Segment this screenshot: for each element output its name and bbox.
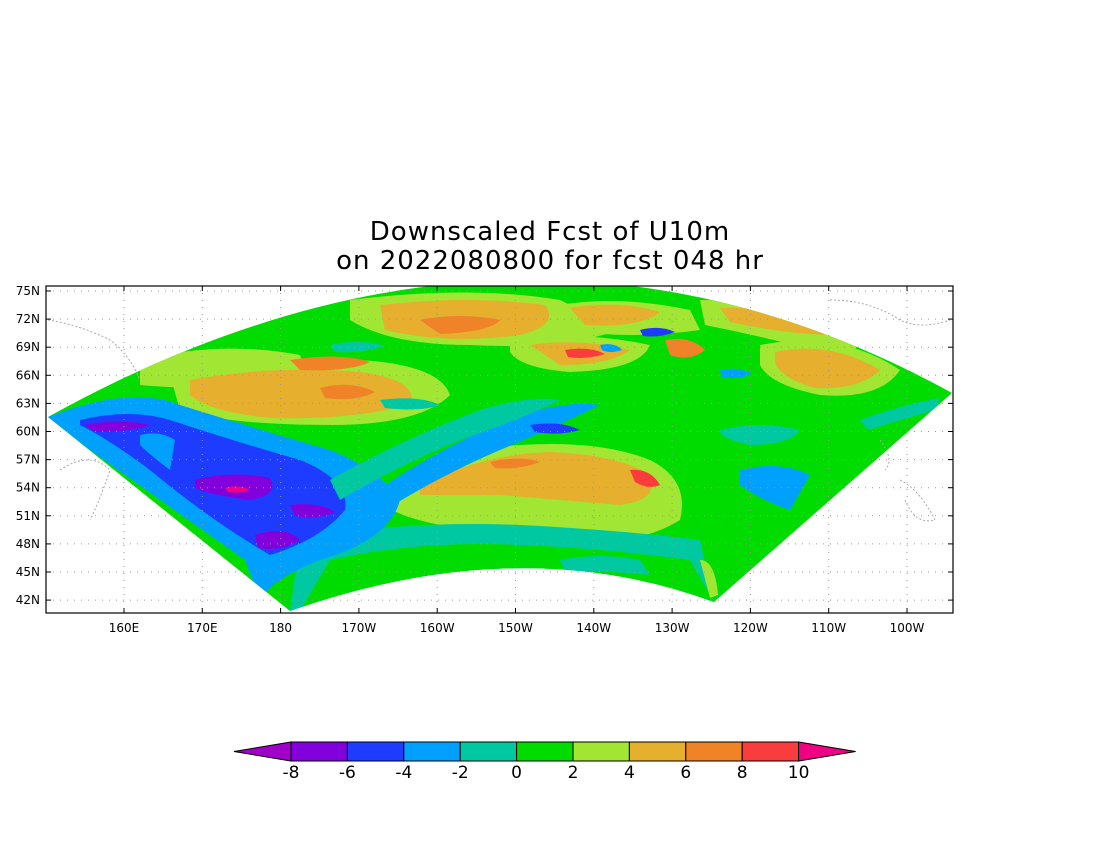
lat-label: 75N <box>16 284 40 298</box>
colorbar-label: -2 <box>452 763 469 783</box>
colorbar-label: -4 <box>395 763 412 783</box>
colorbar-swatch <box>346 741 405 762</box>
colorbar-label: 6 <box>680 763 691 783</box>
lon-label: 130W <box>655 621 690 635</box>
lon-label: 140W <box>576 621 611 635</box>
lon-label: 180 <box>269 621 292 635</box>
title-line-1: Downscaled Fcst of U10m <box>369 217 731 247</box>
colorbar-swatch <box>290 741 348 762</box>
lon-label: 120W <box>733 621 768 635</box>
colorbar: -8 -6 -4 -2 0 2 4 6 8 10 <box>233 741 856 783</box>
lat-label: 57N <box>16 453 40 467</box>
colorbar-swatch <box>741 741 800 762</box>
colorbar-swatch <box>685 741 743 762</box>
colorbar-label: -8 <box>283 763 300 783</box>
lat-label: 42N <box>16 593 40 607</box>
colorbar-extend-max <box>798 741 856 762</box>
lat-label: 60N <box>16 425 40 439</box>
lon-label: 110W <box>811 621 846 635</box>
chart-title: Downscaled Fcst of U10m on 2022080800 fo… <box>0 218 1100 276</box>
latitude-labels: 75N 72N 69N 66N 63N 60N 57N 54N 51N 48N 45N 42N <box>16 284 40 607</box>
colorbar-swatch <box>403 741 461 762</box>
colorbar-label: 4 <box>624 763 635 783</box>
forecast-field <box>48 286 952 611</box>
colorbar-label: -6 <box>339 763 356 783</box>
colorbar-swatch <box>572 741 630 762</box>
longitude-labels: 160E 170E 180 170W 160W 150W 140W 130W 120W 110W 1… <box>109 621 925 635</box>
lon-label: 160E <box>109 621 140 635</box>
colorbar-label: 8 <box>737 763 748 783</box>
lon-label: 100W <box>890 621 925 635</box>
lat-label: 45N <box>16 565 40 579</box>
lat-label: 63N <box>16 396 40 410</box>
lat-label: 69N <box>16 340 40 354</box>
tick-marks <box>46 286 953 613</box>
title-line-2: on 2022080800 for fcst 048 hr <box>336 246 764 276</box>
lon-label: 170E <box>187 621 218 635</box>
lon-label: 170W <box>342 621 377 635</box>
lat-label: 72N <box>16 312 40 326</box>
lon-label: 150W <box>498 621 533 635</box>
coastlines <box>47 299 951 522</box>
lat-label: 54N <box>16 481 40 495</box>
colorbar-label: 10 <box>788 763 810 783</box>
lat-label: 51N <box>16 509 40 523</box>
colorbar-label: 0 <box>511 763 522 783</box>
map-frame <box>45 285 954 614</box>
colorbar-swatch <box>459 741 518 762</box>
colorbar-label: 2 <box>568 763 579 783</box>
colorbar-swatch <box>628 741 687 762</box>
lat-label: 66N <box>16 368 40 382</box>
lat-label: 48N <box>16 537 40 551</box>
colorbar-extend-min <box>233 741 292 762</box>
lon-label: 160W <box>420 621 455 635</box>
colorbar-swatch <box>516 741 574 762</box>
